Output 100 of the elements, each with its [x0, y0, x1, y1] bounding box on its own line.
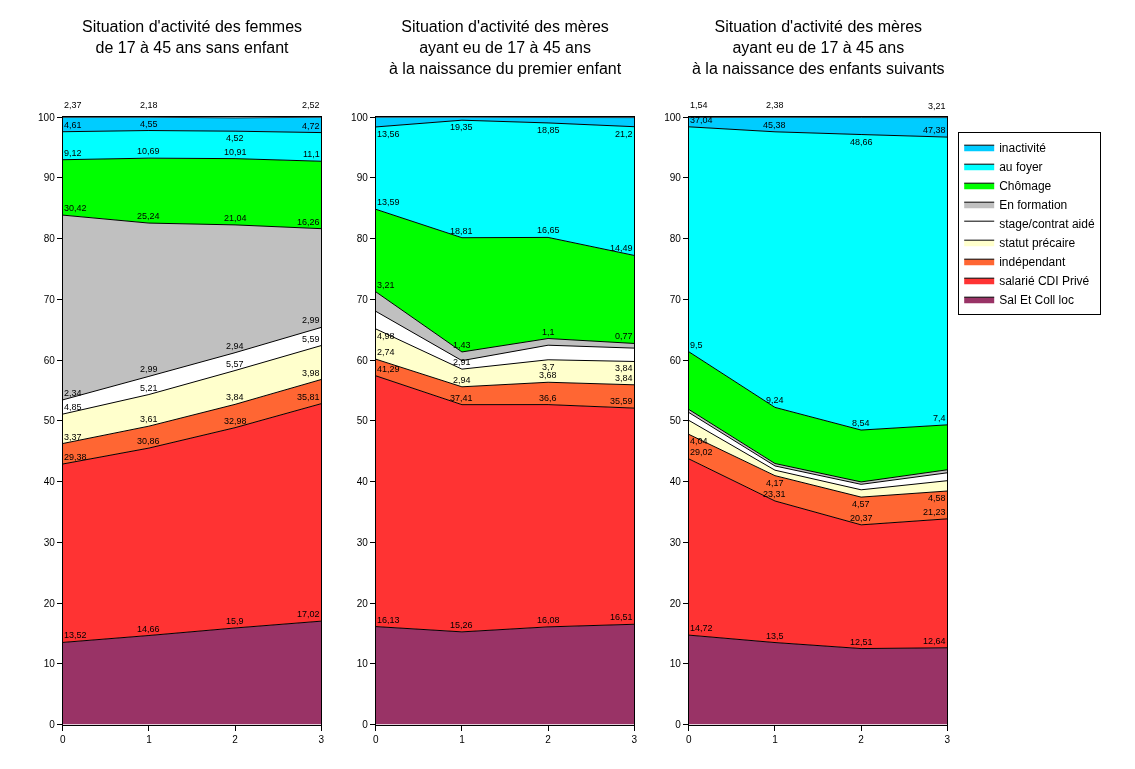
x-tick-label: 3	[944, 733, 951, 745]
legend-label: Chômage	[999, 178, 1052, 193]
x-tick-label: 1	[146, 733, 153, 745]
y-tick-label: 10	[356, 658, 369, 670]
data-label: 4,04	[690, 436, 708, 446]
data-label: 3,61	[140, 414, 158, 424]
data-label: 29,02	[690, 447, 713, 457]
data-label: 21,23	[923, 507, 946, 517]
data-label: 5,57	[226, 359, 244, 369]
chart-title: Situation d'activité des mères ayant eu de 17 à 45 ans à la naissance du premier enfant	[389, 18, 622, 77]
data-label: 16,26	[297, 217, 320, 227]
data-label: 2,74	[377, 347, 395, 357]
data-label: 3,84	[615, 373, 633, 383]
data-label: 9,24	[766, 395, 784, 405]
y-tick-label: 50	[669, 415, 682, 427]
y-tick-label: 50	[43, 415, 56, 427]
x-tick-label: 2	[545, 733, 552, 745]
data-label: 21,2	[615, 129, 633, 139]
data-label: 11,1	[303, 149, 320, 159]
y-tick-label: 80	[669, 233, 682, 245]
data-label: 4,61	[64, 120, 82, 130]
data-label: 3,37	[64, 432, 82, 442]
data-label: 4,55	[140, 119, 158, 129]
data-label: 17,02	[297, 609, 320, 619]
data-label: 9,12	[64, 148, 82, 158]
data-label: 1,1	[542, 327, 555, 337]
x-tick-label: 0	[59, 733, 66, 745]
y-tick-label: 30	[356, 536, 369, 548]
y-tick-label: 70	[356, 293, 369, 305]
data-label: 13,59	[377, 197, 400, 207]
data-label: 23,31	[763, 489, 786, 499]
data-label: 3,68	[539, 370, 557, 380]
data-label: 4,98	[377, 331, 395, 341]
data-label: 7,4	[933, 413, 946, 423]
y-tick-label: 100	[351, 111, 369, 123]
y-tick-label: 20	[356, 597, 369, 609]
y-tick-label: 0	[675, 719, 682, 731]
data-label: 48,66	[850, 137, 873, 147]
y-tick-label: 60	[669, 354, 682, 366]
x-tick-label: 0	[686, 733, 693, 745]
data-label: 36,6	[539, 393, 557, 403]
data-label: 47,38	[923, 125, 946, 135]
y-tick-label: 70	[43, 293, 56, 305]
y-tick-label: 90	[43, 172, 56, 184]
chart-title: Situation d'activité des mères ayant eu de 17 à 45 ans à la naissance des enfants suivants	[692, 18, 945, 77]
y-tick-label: 100	[38, 111, 56, 123]
data-label: 2,94	[453, 375, 471, 385]
x-tick-label: 2	[232, 733, 239, 745]
y-tick-label: 90	[669, 172, 682, 184]
data-label: 21,04	[224, 213, 247, 223]
legend-label: indépendant	[999, 254, 1066, 269]
y-tick-label: 20	[43, 597, 56, 609]
data-label: 1,43	[453, 340, 471, 350]
y-tick-label: 30	[669, 536, 682, 548]
data-label: 10,91	[224, 147, 247, 157]
data-label: 19,35	[450, 122, 473, 132]
data-label: 35,81	[297, 392, 320, 402]
data-label: 2,99	[140, 364, 158, 374]
data-label: 15,26	[450, 620, 473, 630]
data-label: 1,54	[690, 100, 708, 110]
x-tick-label: 1	[772, 733, 779, 745]
legend-label: Sal Et Coll loc	[999, 292, 1074, 307]
data-label: 30,86	[137, 436, 160, 446]
data-label: 29,38	[64, 452, 87, 462]
data-label: 2,34	[64, 388, 82, 398]
data-label: 2,99	[302, 315, 320, 325]
data-label: 3,84	[226, 392, 244, 402]
data-label: 18,85	[537, 125, 560, 135]
data-label: 2,91	[453, 357, 471, 367]
y-tick-label: 10	[43, 658, 56, 670]
data-label: 37,41	[450, 393, 473, 403]
y-tick-label: 0	[49, 719, 56, 731]
data-label: 45,38	[763, 120, 786, 130]
data-label: 12,51	[850, 637, 873, 647]
data-label: 32,98	[224, 416, 247, 426]
y-tick-label: 70	[669, 293, 682, 305]
x-tick-label: 1	[459, 733, 466, 745]
legend-label: En formation	[999, 197, 1068, 212]
data-label: 41,29	[377, 364, 400, 374]
x-tick-label: 0	[373, 733, 380, 745]
data-label: 4,57	[852, 499, 870, 509]
y-tick-label: 100	[664, 111, 682, 123]
x-tick-label: 3	[318, 733, 325, 745]
y-tick-label: 20	[669, 597, 682, 609]
y-tick-label: 80	[356, 233, 369, 245]
data-label: 4,72	[302, 121, 320, 131]
x-tick-label: 2	[858, 733, 865, 745]
data-label: 14,49	[610, 243, 633, 253]
data-label: 5,59	[302, 334, 320, 344]
chart-title: Situation d'activité des femmes de 17 à 45 ans sans enfant	[82, 18, 303, 56]
data-label: 37,04	[690, 115, 713, 125]
data-label: 3,21	[377, 280, 395, 290]
data-label: 14,66	[137, 624, 160, 634]
y-tick-label: 60	[356, 354, 369, 366]
y-tick-label: 90	[356, 172, 369, 184]
data-label: 2,38	[766, 100, 784, 110]
data-label: 15,9	[226, 616, 244, 626]
data-label: 5,21	[140, 383, 158, 393]
data-label: 4,85	[64, 402, 82, 412]
y-tick-label: 10	[669, 658, 682, 670]
